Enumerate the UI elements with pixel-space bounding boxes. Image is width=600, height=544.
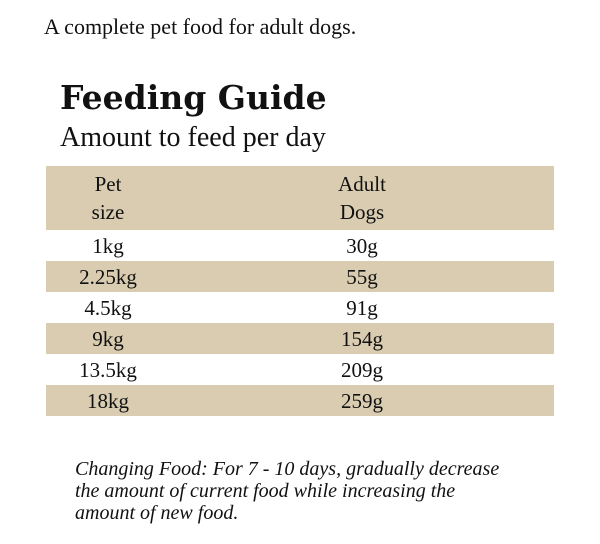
note-line: amount of new food. — [75, 502, 239, 524]
table-row: 2.25kg 55g — [46, 261, 554, 292]
header-line: Adult — [338, 172, 386, 196]
header-line: size — [91, 200, 125, 224]
table-row: 13.5kg 209g — [46, 354, 554, 385]
table-cell: 1kg — [92, 233, 124, 258]
table-row: 4.5kg 91g — [46, 292, 554, 323]
table-cell: 9kg — [46, 323, 170, 354]
table-cell: 30g — [346, 233, 378, 258]
table-cell: 55g — [170, 261, 554, 292]
title: Feeding Guide — [60, 78, 327, 117]
header-row: Pet size Adult Dogs — [46, 166, 554, 230]
table-cell: 2.25kg — [46, 261, 170, 292]
table-cell: 209g — [341, 357, 383, 382]
table-cell: 18kg — [46, 385, 170, 416]
header-cell: Pet size — [46, 166, 170, 230]
table-cell: 13.5kg — [79, 357, 137, 382]
table-cell: 4.5kg — [84, 295, 132, 320]
subtitle: Amount to feed per day — [60, 122, 326, 153]
table-row: 18kg 259g — [46, 385, 554, 416]
feeding-table: Pet size Adult Dogs 1kg 30g 2.25kg 55g 4.5kg 91g… — [46, 166, 554, 416]
table-row: 1kg 30g — [46, 230, 554, 261]
table-cell: 154g — [170, 323, 554, 354]
header-cell: Adult Dogs — [170, 166, 554, 230]
note: Changing Food: For 7 - 10 days, graduall… — [75, 458, 499, 524]
table-body: 1kg 30g 2.25kg 55g 4.5kg 91g 9kg 154g 13.5kg 209g… — [46, 230, 554, 416]
intro: A complete pet food for adult dogs. — [44, 14, 357, 39]
note-line: Changing Food: For 7 - 10 days, graduall… — [75, 458, 500, 480]
header-line: Pet — [94, 172, 122, 196]
table-row: 9kg 154g — [46, 323, 554, 354]
header-line: Dogs — [339, 200, 385, 224]
table-cell: 259g — [170, 385, 554, 416]
note-line: the amount of current food while increas… — [75, 480, 456, 502]
table-cell: 91g — [346, 295, 378, 320]
